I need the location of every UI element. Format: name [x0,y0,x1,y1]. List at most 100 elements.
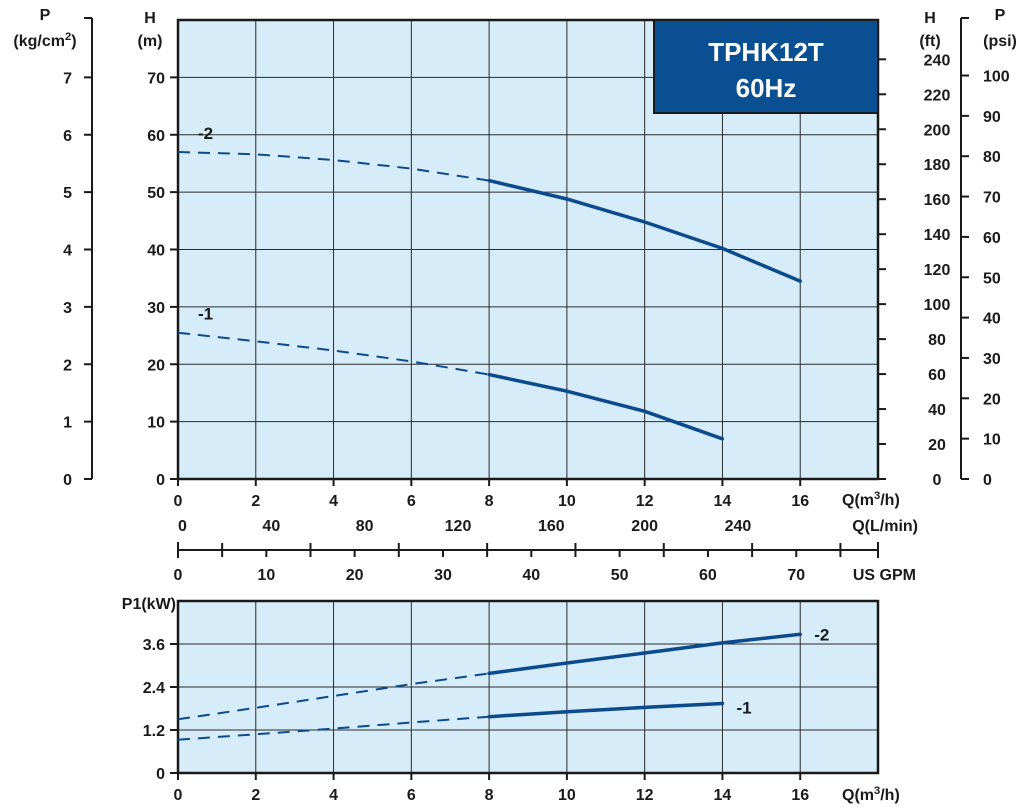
h-m-axis-label-2: (m) [138,33,163,50]
power-y-tick-label: 0 [156,766,165,783]
q-lmin-tick-label: 160 [538,518,565,535]
power-x-tick-label: 0 [174,787,183,804]
h-ft-tick-label: 0 [933,472,942,489]
power-x-tick-label: 2 [251,787,260,804]
p-kgcm2-tick-label: 5 [63,185,72,202]
h-ft-tick-label: 100 [924,297,951,314]
head-series-0-dashed-line [177,151,490,182]
us-gpm-tick-label: 70 [787,567,805,584]
head-series-0-solid-line [487,178,802,283]
us-gpm-tick-label: 30 [434,567,452,584]
us-gpm-tick-label: 10 [257,567,275,584]
q-lmin-tick-label: 120 [445,518,472,535]
h-ft-tick-label: 40 [928,402,946,419]
h-ft-tick-label: 60 [928,367,946,384]
p-psi-tick-label: 60 [983,230,1001,247]
p-psi-tick-label: 100 [983,69,1010,86]
q-lmin-tick-label: 0 [178,518,187,535]
q-lmin-tick-label: 40 [262,518,280,535]
p-kgcm2-tick-label: 1 [63,415,72,432]
h-ft-tick-label: 80 [928,332,946,349]
power-series-label: -1 [736,698,751,717]
p-psi-axis-label-1: P [995,7,1006,24]
title-box: TPHK12T 60Hz [653,19,879,114]
head-frame [176,18,880,481]
h-m-axis-label-1: H [144,10,156,27]
p-kgcm2-tick-label: 7 [63,70,72,87]
title-line1: TPHK12T [708,37,824,67]
p-psi-axis-label-2: (psi) [983,33,1017,50]
power-q-m3h-axis-label: Q(m3/h) [842,785,900,804]
h-ft-tick-label: 160 [924,192,951,209]
us-gpm-tick-label: 40 [522,567,540,584]
h-ft-tick-label: 120 [924,262,951,279]
q-lmin-tick-label: 240 [725,518,752,535]
power-series-label: -2 [814,625,829,644]
head-x-tick-label: 14 [714,493,732,510]
head-x-tick-label: 0 [174,493,183,510]
q-lmin-axis-label: Q(L/min) [852,518,918,535]
power-y-tick-label: 3.6 [143,637,165,654]
p-psi-tick-label: 0 [983,472,992,489]
p-psi-tick-label: 50 [983,270,1001,287]
head-x-tick-label: 4 [329,493,338,510]
head-y-tick-label: 20 [147,357,165,374]
head-series-label: -1 [198,305,213,324]
p-kgcm2-tick-label: 3 [63,300,72,317]
power-series-0-solid-line [487,632,802,676]
head-series-1-solid-line [487,372,725,441]
h-ft-tick-label: 20 [928,437,946,454]
power-x-tick-label: 12 [636,787,654,804]
p-kgcm2-tick-label: 0 [63,472,72,489]
head-y-tick-label: 0 [156,472,165,489]
head-x-tick-label: 16 [791,493,809,510]
p-kgcm2-tick-label: 2 [63,357,72,374]
p-psi-tick-label: 80 [983,149,1001,166]
p-psi-tick-label: 10 [983,432,1001,449]
power-x-tick-label: 16 [791,787,809,804]
power-series-1-solid-line [487,701,725,719]
q-lmin-tick-label: 80 [356,518,374,535]
h-ft-tick-label: 240 [924,52,951,69]
p-psi-tick-label: 20 [983,391,1001,408]
head-x-tick-label: 10 [558,493,576,510]
head-y-tick-label: 70 [147,70,165,87]
p-kgcm2-tick-label: 6 [63,128,72,145]
p1-kw-axis-label: P1(kW) [122,596,176,613]
head-series-label: -2 [198,124,213,143]
us-gpm-tick-label: 60 [699,567,717,584]
power-x-tick-label: 8 [485,787,494,804]
us-gpm-tick-label: 50 [611,567,629,584]
p-psi-tick-label: 90 [983,109,1001,126]
head-x-tick-label: 8 [485,493,494,510]
power-x-tick-label: 10 [558,787,576,804]
power-x-tick-label: 4 [329,787,338,804]
q-m3h-axis-label: Q(m3/h) [842,490,900,509]
title-line2: 60Hz [736,73,797,103]
power-y-tick-label: 1.2 [143,723,165,740]
h-ft-axis-label-1: H [924,10,936,27]
power-series-0-dashed-line [177,672,490,721]
power-x-tick-label: 14 [714,787,732,804]
us-gpm-tick-label: 20 [346,567,364,584]
h-ft-axis-label-2: (ft) [919,33,940,50]
head-series-1-dashed-line [177,331,490,376]
p-kgcm2-axis-label-2: (kg/cm2) [13,31,76,50]
head-y-tick-label: 30 [147,300,165,317]
power-x-tick-label: 6 [407,787,416,804]
head-y-tick-label: 40 [147,243,165,260]
head-x-tick-label: 6 [407,493,416,510]
us-gpm-axis-label: US GPM [853,567,916,584]
p-kgcm2-tick-label: 4 [63,243,72,260]
us-gpm-tick-label: 0 [174,567,183,584]
head-y-tick-label: 50 [147,185,165,202]
head-x-tick-label: 2 [251,493,260,510]
p-psi-tick-label: 40 [983,311,1001,328]
power-series-1-dashed-line [177,715,490,741]
secondary-axes: H(m)01234567P(kg/cm2)0204060801001201401… [13,7,1016,804]
head-y-tick-label: 60 [147,128,165,145]
power-y-tick-label: 2.4 [143,680,165,697]
p-kgcm2-axis-label-1: P [40,7,51,24]
h-ft-tick-label: 220 [924,87,951,104]
